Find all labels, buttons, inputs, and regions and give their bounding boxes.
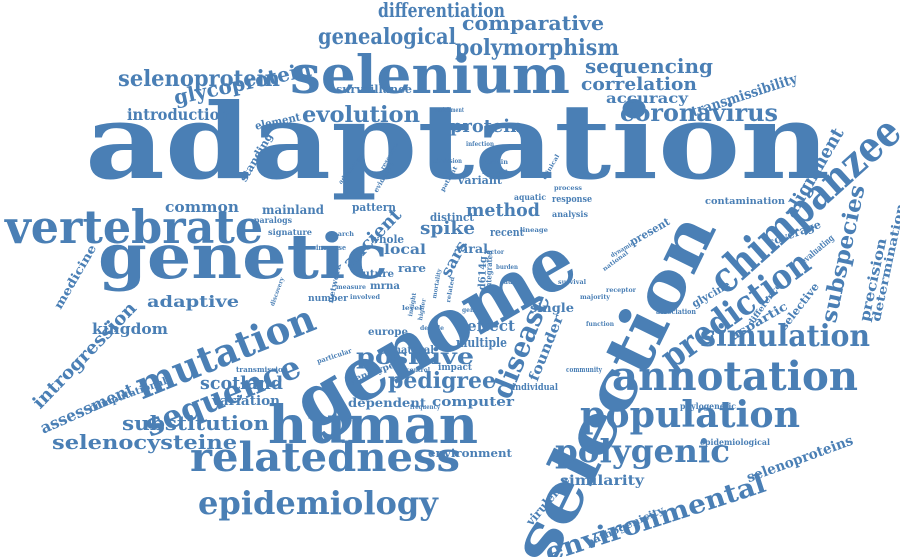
word-epidemiology: epidemiology: [198, 484, 438, 522]
word-burden: burden: [496, 264, 518, 271]
word-function: function: [586, 321, 615, 328]
word-signature: signature: [268, 227, 312, 237]
word-transmission: transmission: [236, 365, 288, 374]
word-selenium: selenium: [290, 45, 570, 106]
word-correlation: correlation: [581, 74, 697, 95]
word-admission: admission: [432, 158, 462, 165]
word-comparative: comparative: [462, 11, 605, 35]
word-single: single: [530, 301, 574, 315]
word-impact: impact: [438, 363, 472, 373]
word-search: search: [330, 231, 355, 238]
word-differentiation: differentiation: [378, 0, 506, 22]
word-pedigree: pedigree: [388, 368, 496, 394]
word-future: future: [358, 269, 395, 280]
word-measure: measure: [336, 284, 366, 291]
word-spike: spike: [420, 218, 475, 239]
word-contamination: contamination: [705, 197, 786, 207]
word-cause: cause: [500, 279, 521, 286]
word-introduction: introduction: [127, 105, 230, 124]
word-relatedness: relatedness: [190, 434, 460, 481]
word-pattern: pattern: [352, 201, 396, 214]
word-environment: environment: [428, 447, 512, 460]
word-selenoprotein: selenoprotein: [118, 66, 280, 92]
word-frequency: frequency: [410, 404, 440, 411]
word-control: control: [406, 367, 430, 374]
word-community: community: [566, 365, 602, 374]
word-simulation: simulation: [700, 319, 871, 354]
word-human: human: [268, 395, 479, 456]
word-evolution: evolution: [302, 102, 420, 128]
word-number: number: [308, 294, 349, 304]
word-common: common: [165, 198, 240, 216]
word-majority: majority: [580, 294, 610, 301]
word-annotation: annotation: [612, 353, 859, 400]
word-effect: effect: [467, 317, 515, 335]
word-selenocysteine: selenocysteine: [52, 430, 238, 454]
word-response: response: [552, 195, 593, 205]
word-computer: computer: [432, 395, 514, 410]
word-decade: decade: [420, 325, 445, 332]
word-genetic: genetic: [98, 220, 388, 293]
word-rare: rare: [398, 262, 427, 275]
word-europe: europe: [368, 327, 408, 338]
word-survival: survival: [558, 279, 587, 286]
word-distinct: distinct: [430, 211, 475, 224]
word-multiple: multiple: [456, 336, 508, 351]
word-receptor: receptor: [606, 287, 636, 294]
word-factor: factor: [484, 249, 505, 256]
word-infection: infection: [466, 141, 495, 148]
word-vertebrate: vertebrate: [5, 200, 264, 254]
word-aquatic: aquatic: [514, 192, 546, 202]
word-mainland: mainland: [262, 203, 325, 217]
word-genus: genus: [462, 307, 483, 314]
word-lineage: lineage: [520, 227, 548, 234]
word-remain: remain: [482, 159, 509, 166]
word-surveillance: surveillance: [336, 83, 413, 96]
word-epidemiological: epidemiological: [700, 437, 771, 447]
word-mrna: mrna: [370, 281, 400, 292]
word-kingdom: kingdom: [92, 320, 169, 338]
word-similarity: similarity: [560, 473, 645, 489]
word-variation: variation: [212, 394, 281, 409]
word-analysis: analysis: [552, 209, 588, 219]
word-adaptation: adaptation: [85, 80, 831, 203]
word-local: local: [384, 242, 427, 258]
word-enrichment: enrichment: [434, 107, 464, 114]
word-protein: protein: [450, 116, 523, 137]
word-habitat: habitat: [482, 169, 508, 176]
word-method: method: [466, 200, 540, 221]
word-accuracy: accuracy: [606, 91, 688, 107]
word-polygenic: polygenic: [555, 432, 731, 470]
word-substitution: substitution: [122, 411, 270, 435]
word-individual: individual: [512, 383, 558, 393]
word-paralogs: paralogs: [254, 215, 292, 225]
word-positive: positive: [356, 344, 475, 370]
word-natural: natural: [394, 345, 434, 356]
word-association: association: [656, 307, 697, 316]
word-integrated: integrated: [483, 249, 495, 291]
word-adaptive: adaptive: [147, 292, 240, 311]
word-variant: variant: [458, 174, 503, 187]
word-phylogenetic: phylogenetic: [680, 401, 737, 411]
word-viral: viral: [456, 242, 488, 256]
word-dependent: dependent: [348, 396, 426, 410]
word-increase: increase: [316, 243, 347, 252]
word-population: population: [580, 394, 800, 436]
word-recent: recent: [490, 226, 524, 239]
word-sequencing: sequencing: [585, 54, 713, 78]
word-involved: involved: [350, 294, 380, 301]
word-genealogical: genealogical: [318, 24, 456, 50]
word-process: process: [554, 185, 582, 192]
word-level: level: [402, 305, 423, 312]
word-coronavirus: coronavirus: [620, 98, 778, 127]
word-whole: whole: [370, 233, 405, 246]
word-polymorphism: polymorphism: [455, 35, 619, 61]
word-scotland: scotland: [200, 373, 284, 394]
